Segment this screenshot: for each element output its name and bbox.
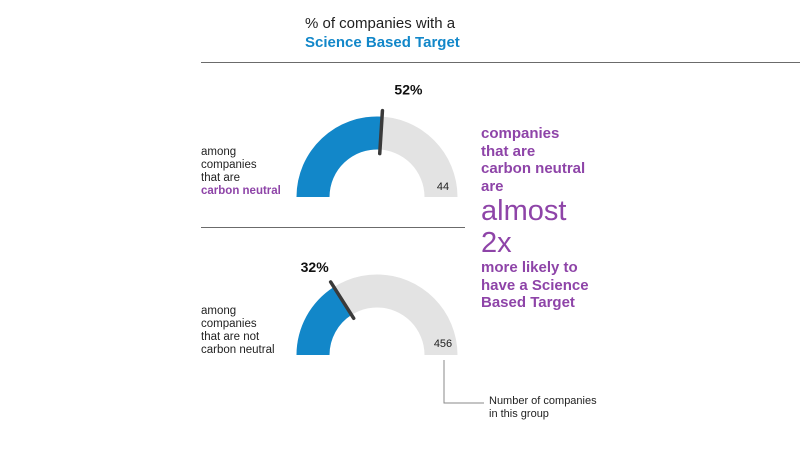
row2-label-line: that are not	[201, 331, 260, 343]
row-label-not-carbon-neutral: among companies that are not carbon neut…	[201, 305, 275, 357]
callout-line: Based Target	[481, 294, 575, 311]
callout-line: companies	[481, 125, 560, 142]
chart-title-line2: Science Based Target	[305, 34, 460, 51]
gauge-carbon-neutral: 52% 44	[296, 82, 458, 197]
callout: companies that are carbon neutral are al…	[481, 125, 589, 312]
callout-line: are	[481, 177, 504, 195]
callout-big-line: almost	[481, 195, 567, 227]
row2-label-line: companies	[201, 318, 257, 330]
chart-title-line1: % of companies with a	[305, 15, 456, 32]
callout-line: have a Science	[481, 276, 589, 294]
middle-divider	[201, 227, 465, 228]
count-note-line: Number of companies	[489, 395, 597, 407]
callout-line: more likely to	[481, 259, 578, 276]
row2-label-line: carbon neutral	[201, 344, 275, 356]
gauge-not-carbon-neutral: 32% 456	[296, 259, 458, 355]
gauge-value-label: 32%	[301, 259, 330, 275]
gauge-fill	[296, 287, 352, 355]
row2-label-line: among	[201, 305, 237, 317]
chart-title: % of companies with a Science Based Targ…	[305, 14, 460, 52]
callout-line: that are	[481, 142, 536, 160]
gauge-needle	[328, 280, 356, 321]
row-label-carbon-neutral: among companies that are carbon neutral	[201, 146, 281, 198]
gauge-value-label: 52%	[394, 82, 423, 98]
row1-label-line: among	[201, 146, 237, 158]
gauge-fill	[296, 116, 383, 197]
top-divider	[201, 62, 800, 63]
row1-label-accent: carbon neutral	[201, 185, 281, 197]
gauge-count-label: 456	[434, 338, 452, 350]
callout-big-line: 2x	[481, 227, 512, 259]
gauge-needle	[377, 108, 385, 156]
gauge-count-label: 44	[437, 181, 449, 193]
row1-label-line: companies	[201, 159, 257, 171]
note-leader-line	[443, 360, 484, 404]
count-note-line: in this group	[489, 408, 549, 420]
row1-label-line: that are	[201, 172, 240, 184]
count-note: Number of companies in this group	[489, 395, 597, 421]
callout-line: carbon neutral	[481, 160, 586, 177]
